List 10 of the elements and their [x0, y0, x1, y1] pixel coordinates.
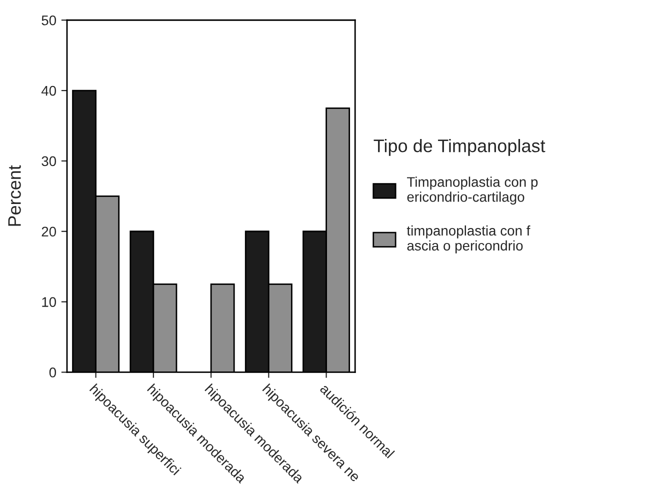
y-tick-label: 50	[42, 15, 56, 26]
y-tick-label: 40	[41, 86, 56, 96]
legend-label: timpanoplastia con f ascia o pericondrio	[406, 225, 530, 254]
y-axis-title: Percent	[8, 165, 21, 226]
y-tick-label: 10	[42, 297, 56, 307]
y-tick-label: 0	[49, 368, 56, 378]
legend-title: Tipo de Timpanoplast	[374, 139, 546, 156]
y-tick-label: 30	[42, 156, 56, 166]
y-tick-label: 20	[42, 226, 56, 237]
legend-label: Timpanoplastia con p ericondrio-cartilago	[407, 176, 538, 205]
